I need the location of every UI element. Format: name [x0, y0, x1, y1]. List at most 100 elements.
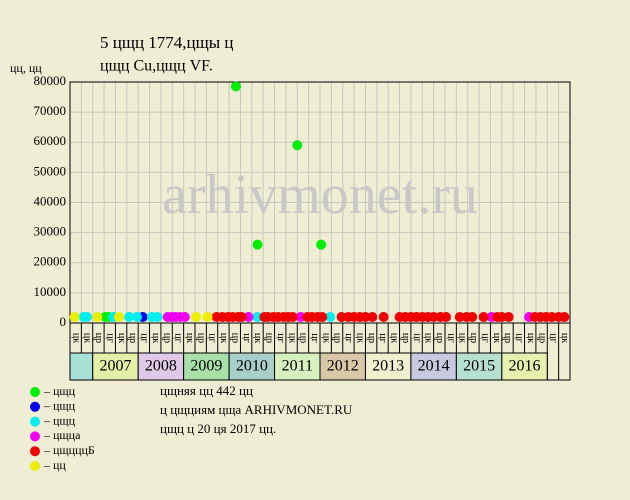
quarter-label: цр: [468, 333, 479, 343]
quarter-label: цг: [173, 333, 184, 342]
point: [287, 311, 298, 322]
quarter-label: цк: [286, 333, 297, 343]
quarter-label: цк: [457, 333, 468, 343]
quarter-label: цк: [252, 333, 263, 343]
quarter-label: цр: [434, 333, 445, 343]
y-tick-label: 20000: [34, 254, 67, 269]
year-label: 2013: [372, 358, 404, 375]
quarter-label: цк: [354, 333, 365, 343]
point: [132, 311, 143, 322]
year-label: 2007: [99, 358, 131, 375]
quarter-label: цк: [389, 333, 400, 343]
quarter-label: цк: [150, 333, 161, 343]
quarter-label: цк: [116, 333, 127, 343]
point: [179, 311, 190, 322]
y-tick-label: 0: [60, 314, 67, 329]
quarter-label: цг: [275, 333, 286, 342]
point: [113, 311, 124, 322]
quarter-label: цк: [491, 333, 502, 343]
legend-label: – цц: [43, 458, 66, 472]
quarter-label: цг: [377, 333, 388, 342]
point: [152, 311, 163, 322]
point: [316, 239, 327, 250]
quarter-label: цр: [264, 333, 275, 343]
point: [367, 311, 378, 322]
legend-swatch: [30, 431, 40, 442]
note: ц цщциям цща ARHIVMONET.RU: [160, 402, 353, 417]
y-tick-label: 70000: [34, 103, 67, 118]
quarter-label: цр: [332, 333, 343, 343]
point: [202, 311, 213, 322]
year-label: 2012: [327, 358, 359, 375]
year-cell: [274, 352, 321, 381]
legend-label: – цщц: [43, 384, 76, 398]
quarter-label: цк: [70, 333, 81, 343]
year-label: 2008: [145, 358, 177, 375]
year-cell: [92, 352, 139, 381]
legend-label: – цщц: [43, 399, 76, 413]
legend-swatch: [30, 461, 40, 471]
point: [69, 311, 80, 322]
quarter-label: цк: [423, 333, 434, 343]
point: [252, 239, 263, 250]
point: [230, 81, 241, 92]
point: [467, 311, 478, 322]
y-tick-label: 50000: [34, 163, 67, 178]
quarter-label: цг: [514, 333, 525, 342]
quarter-label: цр: [298, 333, 309, 343]
note: цщц ц 20 ця 2017 цц.: [160, 421, 276, 436]
quarter-label: цк: [525, 333, 536, 343]
quarter-label: цр: [93, 333, 104, 343]
point: [478, 311, 489, 322]
y-tick-label: 60000: [34, 133, 67, 148]
quarter-label: цг: [343, 333, 354, 342]
quarter-label: цр: [229, 333, 240, 343]
quarter-label: цк: [82, 333, 93, 343]
quarter-label: цг: [309, 333, 320, 342]
year-label: 2010: [236, 358, 268, 375]
year-label: 2009: [190, 358, 222, 375]
point: [292, 140, 303, 151]
y-tick-label: 40000: [34, 193, 67, 208]
legend-label: – цщцццБ: [43, 443, 95, 457]
quarter-label: цк: [320, 333, 331, 343]
point: [441, 311, 452, 322]
quarter-label: цр: [161, 333, 172, 343]
quarter-label: цр: [502, 333, 513, 343]
y-axis-label: цц, цц: [10, 61, 42, 75]
legend-swatch: [30, 416, 40, 427]
point: [317, 311, 328, 322]
quarter-label: цр: [195, 333, 206, 343]
legend-swatch: [30, 446, 40, 457]
quarter-label: цр: [536, 333, 547, 343]
quarter-label: цг: [479, 333, 490, 342]
quarter-label: цг: [445, 333, 456, 342]
year-label: 2014: [418, 358, 450, 375]
year-cell: [319, 352, 366, 381]
point: [124, 311, 135, 322]
quarter-label: цг: [139, 333, 150, 342]
quarter-label: цк: [559, 333, 570, 343]
quarter-label: цк: [218, 333, 229, 343]
note: цщняя цц 442 цц: [160, 383, 253, 398]
quarter-label: цк: [184, 333, 195, 343]
year-cell: [183, 352, 230, 381]
year-label: 2016: [509, 358, 541, 375]
year-label: 2011: [282, 358, 313, 375]
chart-subtitle: цщц Cu,цщц VF.: [100, 58, 213, 75]
legend-label: – цщц: [43, 413, 76, 427]
quarter-label: цг: [548, 333, 559, 342]
y-tick-label: 30000: [34, 224, 67, 239]
point: [82, 311, 93, 322]
quarter-label: цг: [411, 333, 422, 342]
point: [191, 311, 202, 322]
quarter-label: цг: [207, 333, 218, 342]
quarter-label: цг: [104, 333, 115, 342]
y-tick-label: 80000: [34, 73, 67, 88]
point: [503, 311, 514, 322]
quarter-label: цр: [127, 333, 138, 343]
quarter-label: цр: [366, 333, 377, 343]
quarter-label: цг: [241, 333, 252, 342]
point: [378, 311, 389, 322]
